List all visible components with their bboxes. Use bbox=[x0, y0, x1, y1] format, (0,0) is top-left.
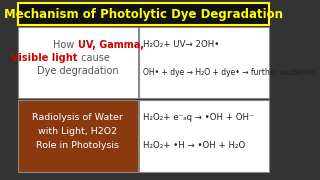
Text: with Light, H2O2: with Light, H2O2 bbox=[38, 127, 117, 136]
Text: Dye degradation: Dye degradation bbox=[37, 66, 119, 76]
Text: H₂O₂+ •H → •OH + H₂O: H₂O₂+ •H → •OH + H₂O bbox=[143, 141, 246, 150]
Text: How: How bbox=[53, 40, 78, 50]
Text: Radiolysis of Water: Radiolysis of Water bbox=[32, 114, 123, 123]
FancyBboxPatch shape bbox=[140, 100, 269, 172]
Text: OH• + dye → H₂O + dye• → further oxidation: OH• + dye → H₂O + dye• → further oxidati… bbox=[143, 68, 316, 76]
FancyBboxPatch shape bbox=[18, 100, 138, 172]
FancyBboxPatch shape bbox=[18, 27, 138, 98]
Text: UV, Gamma,: UV, Gamma, bbox=[78, 40, 144, 50]
Text: H₂O₂+ UV→ 2OH•: H₂O₂+ UV→ 2OH• bbox=[143, 39, 220, 48]
Text: Role in Photolysis: Role in Photolysis bbox=[36, 141, 119, 150]
FancyBboxPatch shape bbox=[140, 27, 269, 98]
FancyBboxPatch shape bbox=[18, 3, 269, 25]
Text: cause: cause bbox=[78, 53, 110, 63]
Text: H₂O₂+ e⁻ₐq → •OH + OH⁻: H₂O₂+ e⁻ₐq → •OH + OH⁻ bbox=[143, 114, 254, 123]
Text: Mechanism of Photolytic Dye Degradation: Mechanism of Photolytic Dye Degradation bbox=[4, 8, 283, 21]
Text: Visible light: Visible light bbox=[12, 53, 78, 63]
